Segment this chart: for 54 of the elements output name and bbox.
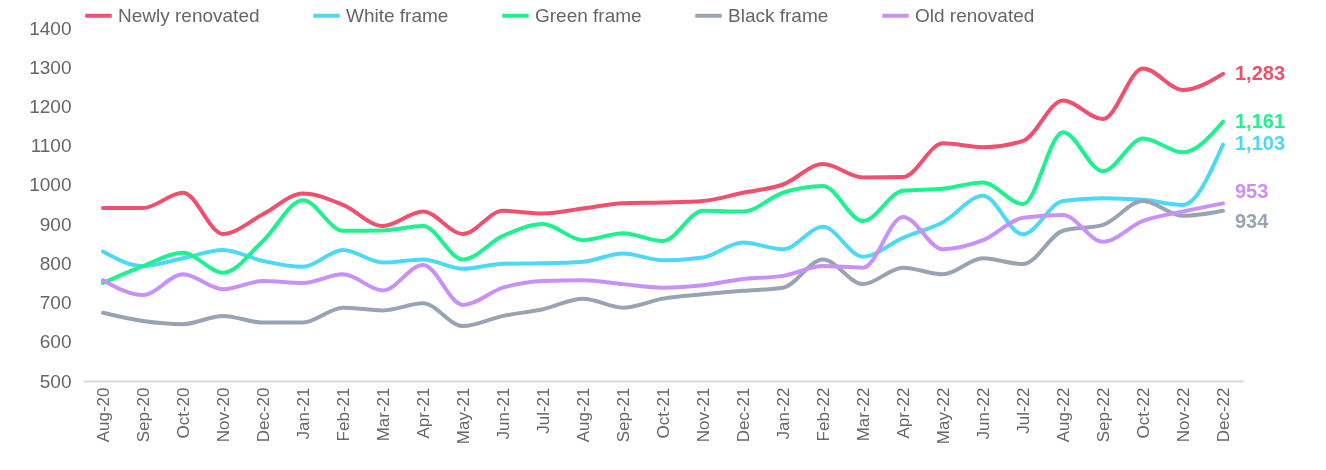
line-series xyxy=(101,198,1225,329)
x-tick-label: Nov-20 xyxy=(213,387,233,443)
line-series xyxy=(101,201,1225,307)
legend-label: Black frame xyxy=(728,4,829,26)
x-tick-label: Jun-22 xyxy=(973,387,993,440)
x-tick-label: Sep-21 xyxy=(613,387,633,443)
legend-label: Newly renovated xyxy=(118,4,260,26)
data-label: 1,103 xyxy=(1235,132,1286,155)
x-tick-label: Jun-21 xyxy=(493,387,513,440)
x-tick-label: Apr-22 xyxy=(893,387,913,439)
x-tick-label: Dec-22 xyxy=(1213,387,1233,443)
x-tick-label: Oct-20 xyxy=(173,387,193,439)
data-label: 1,161 xyxy=(1235,109,1286,132)
y-tick-label: 1000 xyxy=(29,174,72,196)
x-tick-label: Oct-22 xyxy=(1133,387,1153,439)
legend-label: White frame xyxy=(346,4,449,26)
x-tick-label: Apr-21 xyxy=(413,387,433,439)
x-tick-label: Dec-21 xyxy=(733,387,753,443)
y-tick-label: 1100 xyxy=(30,135,72,157)
x-tick-label: Nov-21 xyxy=(693,387,713,443)
x-tick-label: Nov-22 xyxy=(1173,387,1193,443)
x-tick-label: Aug-22 xyxy=(1053,387,1073,443)
x-tick-label: Aug-21 xyxy=(573,387,593,443)
x-tick-label: Sep-20 xyxy=(133,387,153,443)
x-tick-label: Jul-21 xyxy=(533,387,553,434)
line-series xyxy=(101,142,1225,271)
x-tick-label: Mar-22 xyxy=(853,387,873,442)
legend-label: Old renovated xyxy=(915,4,1035,26)
y-tick-label: 600 xyxy=(39,331,72,353)
y-tick-label: 700 xyxy=(39,292,72,314)
y-tick-label: 1400 xyxy=(29,17,72,39)
x-tick-label: Mar-21 xyxy=(373,387,393,442)
y-tick-label: 800 xyxy=(39,252,72,274)
y-tick-label: 900 xyxy=(39,213,72,235)
x-tick-label: Sep-22 xyxy=(1093,387,1113,443)
line-series xyxy=(101,66,1225,236)
line-series xyxy=(101,119,1225,285)
data-label: 934 xyxy=(1235,209,1270,232)
x-tick-label: May-21 xyxy=(453,387,473,445)
y-tick-label: 1300 xyxy=(29,56,72,78)
x-tick-label: Oct-21 xyxy=(653,387,673,439)
x-tick-label: Aug-20 xyxy=(93,387,113,443)
y-tick-label: 500 xyxy=(39,370,72,392)
x-tick-label: Jan-22 xyxy=(773,387,793,440)
data-label: 1,283 xyxy=(1235,61,1286,84)
legend-label: Green frame xyxy=(535,4,642,26)
data-label: 953 xyxy=(1235,180,1269,203)
x-tick-label: Feb-22 xyxy=(813,387,833,442)
x-tick-label: Jul-22 xyxy=(1013,387,1033,434)
y-tick-label: 1200 xyxy=(29,95,72,117)
x-tick-label: Dec-20 xyxy=(253,387,273,443)
x-tick-label: May-22 xyxy=(933,387,953,445)
x-tick-label: Jan-21 xyxy=(293,387,313,440)
x-tick-label: Feb-21 xyxy=(333,387,353,442)
